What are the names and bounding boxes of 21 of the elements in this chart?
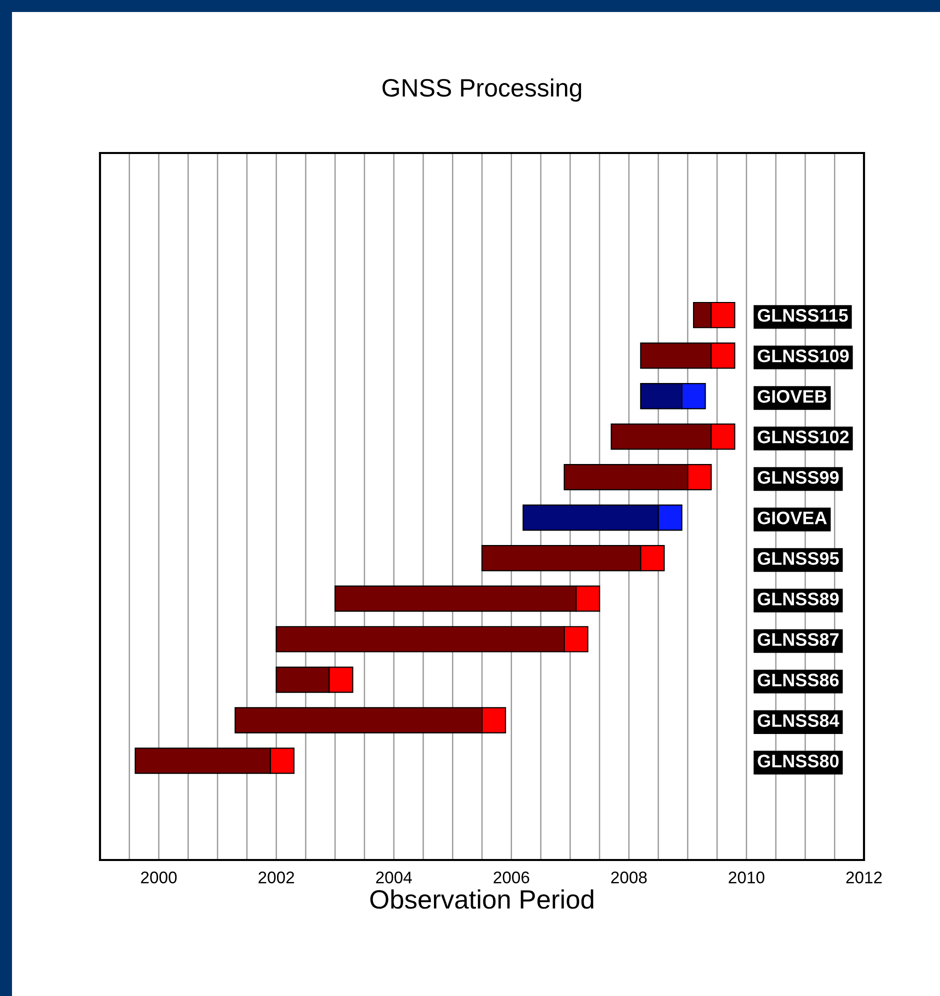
x-tick-label: 2008 <box>611 872 647 884</box>
y-tick-label: GLNSS87 <box>758 633 839 646</box>
x-tick-label: 2002 <box>258 872 294 884</box>
y-tick-label: GLNSS84 <box>758 714 840 727</box>
y-tick-label: GLNSS102 <box>758 430 849 444</box>
y-tick-label: GLNSS99 <box>758 471 839 484</box>
chart-title: GNSS Processing <box>382 78 582 102</box>
y-tick-label: GLNSS89 <box>758 592 839 606</box>
y-tick-label: GLNSS109 <box>758 350 849 362</box>
x-tick-label: 2000 <box>141 872 177 884</box>
x-tick-label: 2010 <box>728 872 764 884</box>
y-tick-label: GLNSS95 <box>758 552 839 565</box>
x-tick-label: 2004 <box>376 872 412 884</box>
x-tick-label: 2006 <box>494 872 530 884</box>
x-tick-label: 2012 <box>846 872 882 884</box>
y-tick-label: GLNSS86 <box>758 674 839 686</box>
y-tick-label: GLNSS115 <box>758 309 848 322</box>
x-axis-title: Observation Period <box>370 889 594 909</box>
y-tick-label: GIOVEB <box>758 390 826 403</box>
y-tick-label: GLNSS80 <box>758 754 839 768</box>
y-tick-label: GIOVEA <box>758 512 827 524</box>
